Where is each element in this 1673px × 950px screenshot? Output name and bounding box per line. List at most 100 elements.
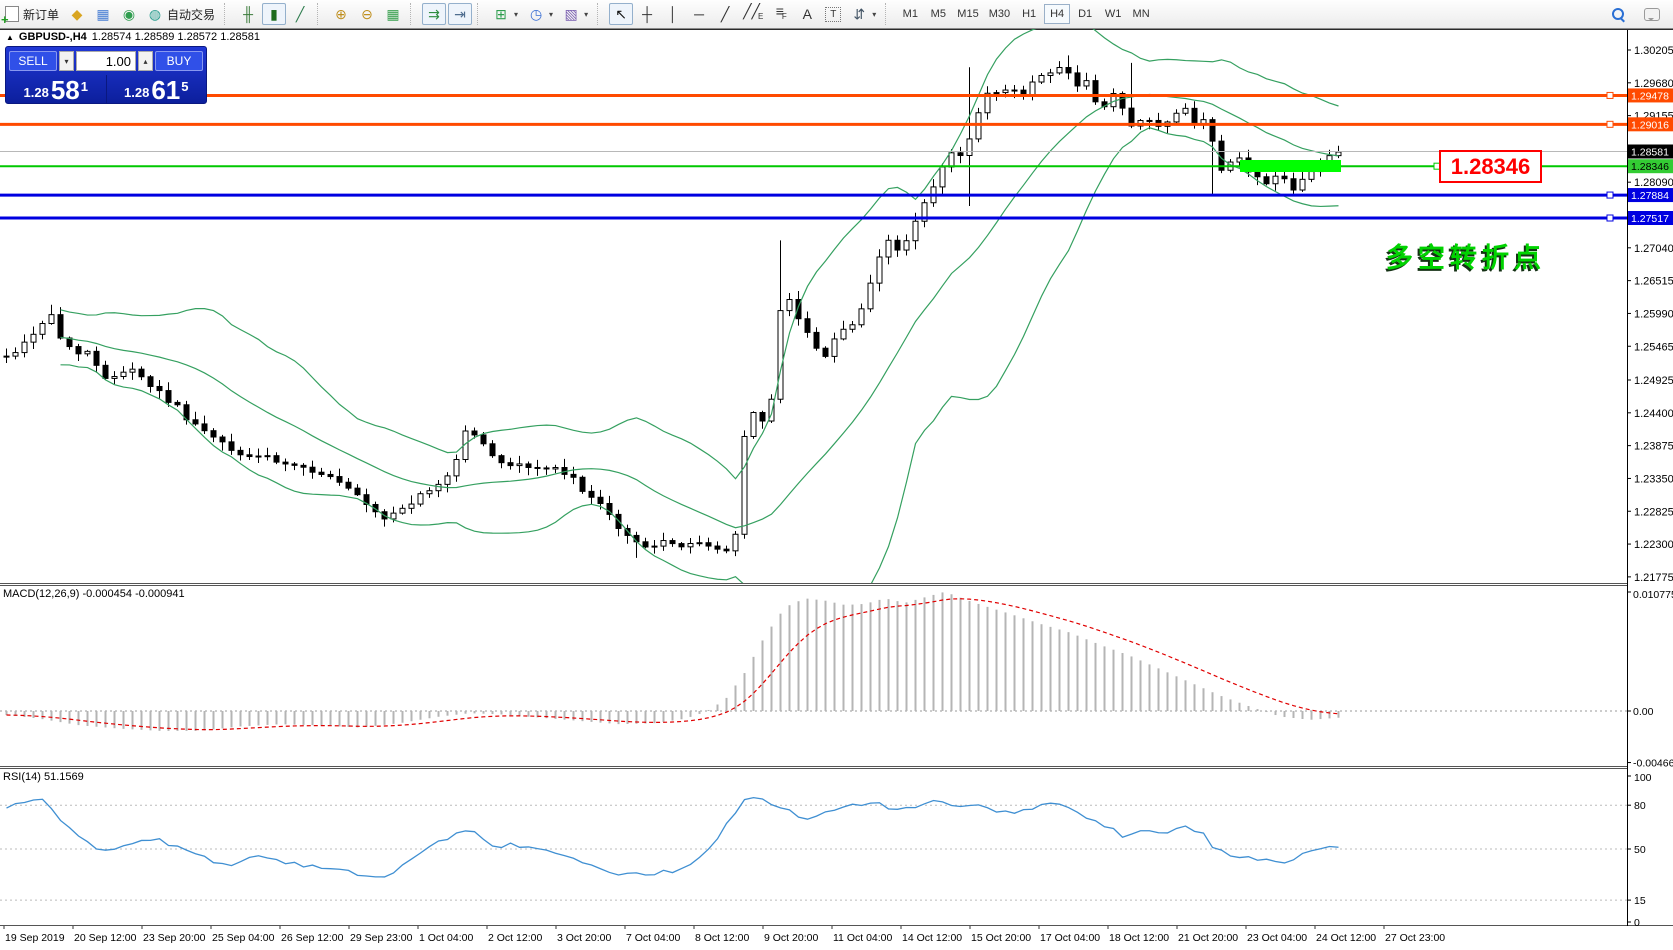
new-order-icon bbox=[1, 6, 19, 27]
arrows-button[interactable]: ⇵ ▾ bbox=[847, 3, 880, 25]
collapse-trade-panel-icon[interactable]: ▲ bbox=[6, 32, 14, 42]
equidistant-channel-button[interactable]: ╱╱E bbox=[739, 3, 767, 25]
svg-text:1.28346: 1.28346 bbox=[1631, 161, 1669, 173]
price-badge-1.28346: 1.28346 bbox=[1628, 159, 1673, 174]
svg-text:1.30205: 1.30205 bbox=[1634, 45, 1673, 57]
macd-axis: 0.010775 0.00 -0.004668 bbox=[1627, 589, 1673, 770]
hline-1.29478[interactable] bbox=[0, 91, 1627, 99]
timeframe-d1-button[interactable]: D1 bbox=[1072, 4, 1098, 24]
symbol-timeframe-label: GBPUSD-,H4 bbox=[18, 31, 87, 43]
toolbar: 新订单◆▦◉◍自动交易╫▮╱⊕⊖▦⇉⇥⊞▾◷▾▧▾↖┼│─╱╱╱E≡FAT⇵▾ … bbox=[0, 0, 1673, 29]
chart-shift-button[interactable]: ⇥ bbox=[448, 3, 473, 25]
new-order-button[interactable]: 新订单 bbox=[1, 3, 63, 27]
timeframe-m5-button[interactable]: M5 bbox=[925, 4, 951, 24]
svg-text:19 Sep 2019: 19 Sep 2019 bbox=[5, 932, 65, 944]
toolbar-right bbox=[1605, 3, 1665, 25]
support-highlight-rectangle[interactable] bbox=[1240, 160, 1341, 172]
new-order-label: 新订单 bbox=[23, 7, 60, 22]
profiles-dropdown-icon[interactable]: ▾ bbox=[549, 9, 554, 19]
svg-text:1.21775: 1.21775 bbox=[1634, 572, 1673, 584]
chart-ohlc-header: ▲ GBPUSD-,H4 1.28574 1.28589 1.28572 1.2… bbox=[6, 31, 260, 43]
auto-scroll-button[interactable]: ⇉ bbox=[422, 3, 447, 25]
auto-scroll-icon: ⇉ bbox=[428, 6, 440, 22]
price-badge-1.27517: 1.27517 bbox=[1628, 211, 1673, 225]
market-watch-button[interactable]: ▦ bbox=[91, 3, 115, 25]
price-callout-box[interactable]: 1.28346 bbox=[1439, 150, 1542, 183]
buy-price[interactable]: 1.28 61 5 bbox=[107, 73, 207, 105]
hline-1.27517[interactable] bbox=[0, 214, 1627, 222]
sell-price-sup: 1 bbox=[80, 79, 88, 94]
horizontal-line-button[interactable]: ─ bbox=[687, 3, 711, 25]
svg-text:9 Oct 20:00: 9 Oct 20:00 bbox=[764, 932, 818, 944]
hline-1.27884[interactable] bbox=[0, 191, 1627, 199]
svg-text:3 Oct 20:00: 3 Oct 20:00 bbox=[557, 932, 611, 944]
time-axis: 19 Sep 2019 20 Sep 12:00 23 Sep 20:00 25 Se… bbox=[3, 926, 1445, 944]
new-chart-button[interactable]: ⊞ ▾ bbox=[489, 3, 522, 25]
volume-decrease-button[interactable]: ▾ bbox=[59, 51, 74, 71]
timeframe-mn-button[interactable]: MN bbox=[1128, 4, 1154, 24]
signals-button[interactable]: ◉ bbox=[117, 3, 141, 25]
bollinger-lower-band bbox=[60, 127, 1339, 583]
svg-text:1.22300: 1.22300 bbox=[1634, 539, 1673, 551]
svg-text:1.23350: 1.23350 bbox=[1634, 473, 1673, 485]
svg-text:24 Oct 12:00: 24 Oct 12:00 bbox=[1316, 932, 1376, 944]
templates-dropdown-icon[interactable]: ▾ bbox=[584, 9, 589, 19]
timeframe-m15-button[interactable]: M15 bbox=[953, 4, 982, 24]
chat-button[interactable] bbox=[1640, 3, 1664, 25]
toolbar-separator bbox=[885, 3, 892, 25]
new-chart-dropdown-icon[interactable]: ▾ bbox=[514, 9, 519, 19]
channel-icon: ╱╱E bbox=[743, 2, 764, 22]
volume-increase-button[interactable]: ▴ bbox=[138, 51, 153, 71]
svg-text:29 Sep 23:00: 29 Sep 23:00 bbox=[350, 932, 413, 944]
timeframe-h1-button[interactable]: H1 bbox=[1016, 4, 1042, 24]
buy-price-big: 61 bbox=[151, 75, 181, 105]
cursor-icon: ↖ bbox=[615, 6, 627, 22]
text-label-icon: T bbox=[825, 6, 842, 22]
macd-panel bbox=[0, 592, 1627, 731]
flip-point-annotation[interactable]: 多空转折点 bbox=[1386, 243, 1546, 273]
tile-windows-button[interactable]: ▦ bbox=[381, 3, 405, 25]
cursor-button[interactable]: ↖ bbox=[609, 3, 634, 25]
templates-button[interactable]: ▧ ▾ bbox=[559, 3, 592, 25]
search-button[interactable] bbox=[1606, 3, 1630, 25]
candlestick-chart-button[interactable]: ▮ bbox=[262, 3, 287, 25]
arrows-icon: ⇵ bbox=[853, 6, 866, 22]
volume-input[interactable] bbox=[76, 51, 136, 71]
svg-text:1.29016: 1.29016 bbox=[1631, 119, 1669, 131]
arrows-dropdown-icon[interactable]: ▾ bbox=[872, 9, 877, 19]
crosshair-button[interactable]: ┼ bbox=[635, 3, 659, 25]
zoom-in-button[interactable]: ⊕ bbox=[329, 3, 353, 25]
signal-icon: ◉ bbox=[122, 6, 136, 22]
autotrading-button[interactable]: ◍ 自动交易 bbox=[143, 3, 219, 25]
text-button[interactable]: A bbox=[795, 3, 819, 25]
svg-text:1.28090: 1.28090 bbox=[1634, 177, 1673, 189]
sell-button[interactable]: SELL bbox=[9, 51, 57, 71]
sell-price[interactable]: 1.28 58 1 bbox=[6, 73, 106, 105]
chat-bubble-icon bbox=[1644, 7, 1660, 21]
trendline-button[interactable]: ╱ bbox=[713, 3, 737, 25]
fibonacci-icon: ≡F bbox=[775, 2, 787, 22]
macd-signal-line bbox=[6, 598, 1339, 731]
bar-chart-button[interactable]: ╫ bbox=[236, 3, 260, 25]
buy-button[interactable]: BUY bbox=[155, 51, 203, 71]
buy-price-prefix: 1.28 bbox=[124, 85, 150, 100]
timeframe-w1-button[interactable]: W1 bbox=[1100, 4, 1126, 24]
timeframe-m1-button[interactable]: M1 bbox=[897, 4, 923, 24]
hline-1.29016[interactable] bbox=[0, 120, 1627, 128]
timeframe-m30-button[interactable]: M30 bbox=[985, 4, 1014, 24]
fibonacci-button[interactable]: ≡F bbox=[769, 3, 793, 25]
toolbar-separator bbox=[317, 3, 324, 25]
svg-text:1.22825: 1.22825 bbox=[1634, 506, 1673, 518]
svg-text:1.27884: 1.27884 bbox=[1631, 190, 1669, 202]
text-label-button[interactable]: T bbox=[821, 3, 845, 25]
template-icon: ▧ bbox=[564, 6, 578, 22]
zoom-out-button[interactable]: ⊖ bbox=[355, 3, 379, 25]
svg-text:100: 100 bbox=[1634, 772, 1652, 784]
profiles-button[interactable]: ◷ ▾ bbox=[524, 3, 557, 25]
timeframe-h4-button[interactable]: H4 bbox=[1044, 4, 1071, 24]
vertical-line-button[interactable]: │ bbox=[661, 3, 685, 25]
eraser-button[interactable]: ◆ bbox=[65, 3, 89, 25]
svg-text:1.27517: 1.27517 bbox=[1631, 213, 1669, 225]
line-chart-button[interactable]: ╱ bbox=[288, 3, 312, 25]
svg-text:25 Sep 04:00: 25 Sep 04:00 bbox=[212, 932, 275, 944]
